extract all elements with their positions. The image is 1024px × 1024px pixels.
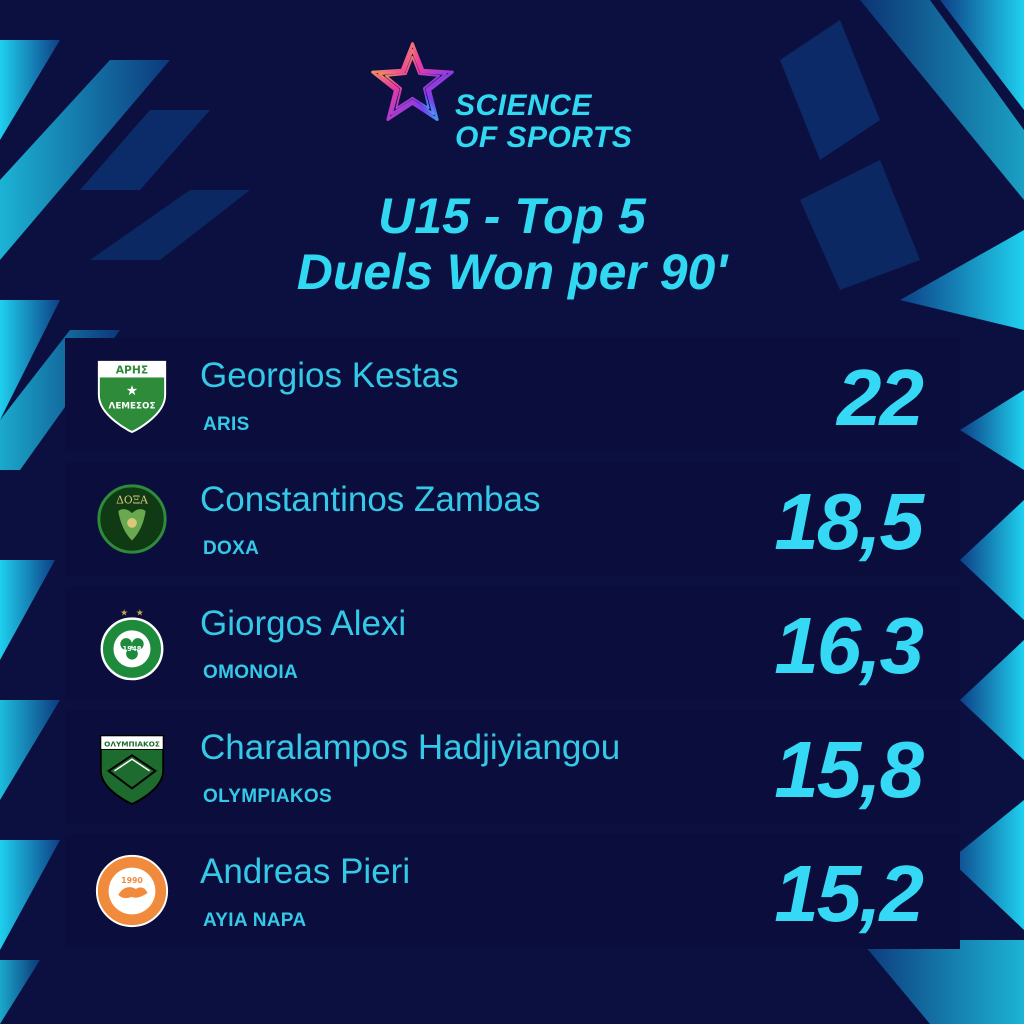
svg-text:ΑΡΗΣ: ΑΡΗΣ <box>116 364 148 377</box>
player-name: Georgios Kestas <box>200 356 459 395</box>
svg-text:★: ★ <box>120 609 128 619</box>
svg-text:ΟΛΥΜΠΙΑΚΟΣ: ΟΛΥΜΠΙΑΚΟΣ <box>104 740 160 749</box>
stat-value: 18,5 <box>774 477 924 566</box>
ranking-row: ★ ★ 1948 Giorgos Alexi OMONOIA 16,3 <box>65 586 960 701</box>
club-name: AYIA NAPA <box>203 910 307 931</box>
ranking-row: ΑΡΗΣ ★ ΛΕΜΕΣΟΣ Georgios Kestas ARIS 22 <box>65 338 960 453</box>
brand-wordmark: SCIENCE OF SPORTS <box>455 90 632 154</box>
doxa-crest-icon: ΔΟΞΑ <box>97 484 167 554</box>
title-line-1: U15 - Top 5 <box>378 188 646 244</box>
star-swirl-logo-icon <box>371 42 454 122</box>
svg-text:1990: 1990 <box>121 876 143 885</box>
olympiakos-crest-icon: ΟΛΥΜΠΙΑΚΟΣ <box>99 734 165 806</box>
ranking-row: ΔΟΞΑ Constantinos Zambas DOXA 18,5 <box>65 462 960 577</box>
player-name: Charalampos Hadjiyiangou <box>200 728 621 767</box>
ayia-napa-crest-icon: 1990 <box>95 854 169 928</box>
page-title: U15 - Top 5 Duels Won per 90' <box>0 188 1024 300</box>
svg-text:1948: 1948 <box>123 645 142 653</box>
brand-line-1: SCIENCE <box>455 89 592 122</box>
svg-text:★: ★ <box>126 383 138 399</box>
player-name: Andreas Pieri <box>200 852 411 891</box>
svg-text:★: ★ <box>136 609 144 619</box>
aris-limassol-crest-icon: ΑΡΗΣ ★ ΛΕΜΕΣΟΣ <box>97 360 167 434</box>
player-name: Giorgos Alexi <box>200 604 407 643</box>
stat-value: 15,2 <box>774 849 924 938</box>
club-name: ARIS <box>203 414 250 435</box>
svg-text:ΛΕΜΕΣΟΣ: ΛΕΜΕΣΟΣ <box>109 402 156 412</box>
club-name: OLYMPIAKOS <box>203 786 332 807</box>
player-name: Constantinos Zambas <box>200 480 541 519</box>
omonoia-crest-icon: ★ ★ 1948 <box>100 609 164 681</box>
stat-value: 15,8 <box>774 725 924 814</box>
stat-value: 22 <box>837 353 924 442</box>
ranking-row: ΟΛΥΜΠΙΑΚΟΣ Charalampos Hadjiyiangou OLYM… <box>65 710 960 825</box>
brand-line-2: OF SPORTS <box>455 121 633 154</box>
ranking-row: 1990 Andreas Pieri AYIA NAPA 15,2 <box>65 834 960 949</box>
club-name: DOXA <box>203 538 260 559</box>
title-line-2: Duels Won per 90' <box>296 244 728 300</box>
brand-logo: SCIENCE OF SPORTS <box>365 36 665 166</box>
club-name: OMONOIA <box>203 662 298 683</box>
stat-value: 16,3 <box>774 601 924 690</box>
svg-text:ΔΟΞΑ: ΔΟΞΑ <box>116 493 148 506</box>
